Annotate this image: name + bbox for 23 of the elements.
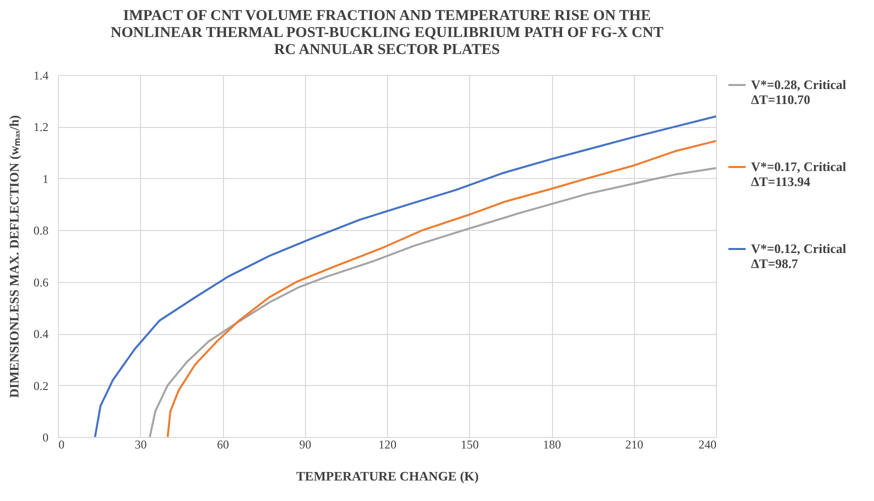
y-tick-label: 1 — [42, 172, 48, 186]
x-tick-label: 150 — [460, 438, 479, 452]
y-axis-title: DIMENSIONLESS MAX. DEFLECTION (wₘₐₓ/h) — [6, 115, 22, 398]
x-tick-label: 180 — [543, 438, 561, 452]
y-tick-label: 0.8 — [34, 224, 48, 238]
x-tick-label: 210 — [625, 438, 644, 452]
x-axis-title: TEMPERATURE CHANGE (K) — [296, 468, 479, 484]
x-tick-label: 240 — [698, 438, 716, 452]
y-tick-label: 1.2 — [34, 120, 48, 134]
y-tick-label: 0.2 — [34, 378, 48, 393]
x-tick-label: 30 — [134, 438, 147, 452]
x-tick-label: 0 — [58, 438, 64, 452]
y-tick-label: 1.4 — [34, 68, 48, 82]
y-tick-label: 0.4 — [34, 327, 48, 342]
legend-label: V*=0.12, Critical ΔT=98.7 — [751, 241, 847, 271]
line-series — [94, 115, 717, 438]
y-tick-label: 0.6 — [34, 275, 48, 290]
x-tick-label: 90 — [299, 438, 312, 452]
legend-label: V*=0.17, Critical ΔT=113.94 — [751, 159, 847, 189]
x-tick-label: 60 — [217, 438, 229, 452]
legend-label: V*=0.28, Critical ΔT=110.70 — [751, 77, 847, 107]
chart-title: IMPACT OF CNT VOLUME FRACTION AND TEMPERATURE RISE ON THE NONLINEAR THERMAL POST-BUCKLING EQUILIBRIUM PATH OF FG-X CNT RC ANNULAR SECTOR PLATES — [110, 8, 664, 58]
x-tick-label: 120 — [378, 438, 396, 452]
